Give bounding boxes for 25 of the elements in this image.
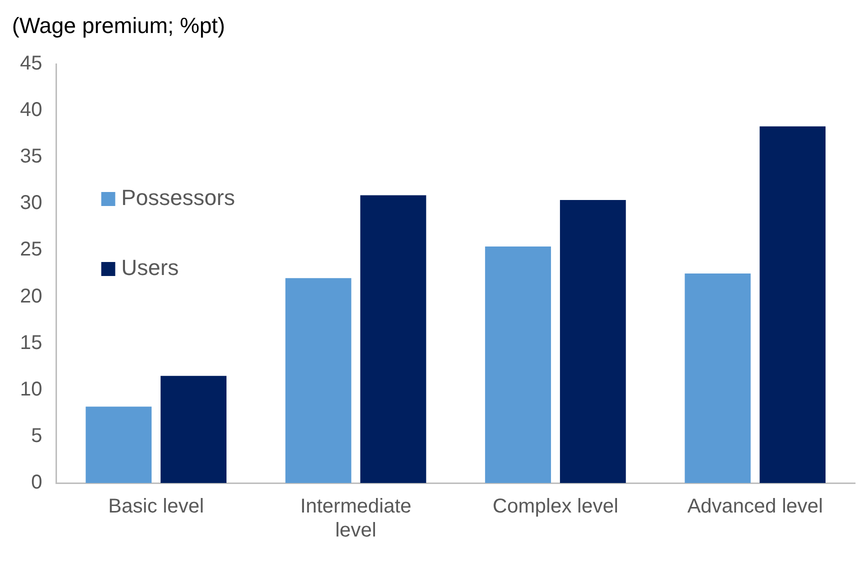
bar xyxy=(285,278,352,483)
bar xyxy=(360,195,426,483)
x-tick-label: Advanced level xyxy=(687,496,823,518)
y-tick-label: 40 xyxy=(20,99,42,122)
y-tick-label: 10 xyxy=(20,378,42,400)
x-tick-label: Basic level xyxy=(108,496,204,518)
y-tick-label: 35 xyxy=(20,146,42,168)
y-tick-label: 5 xyxy=(31,424,42,447)
y-tick-label: 20 xyxy=(20,285,42,308)
legend-label: Possessors xyxy=(121,185,235,210)
bar xyxy=(86,406,152,483)
y-tick-label: 0 xyxy=(31,472,42,494)
y-tick-label: 25 xyxy=(20,238,42,261)
legend-label: Users xyxy=(121,255,179,280)
bar xyxy=(684,274,751,483)
bar xyxy=(160,376,226,483)
bar xyxy=(485,246,551,483)
x-tick-label: Intermediate level xyxy=(300,496,412,542)
y-tick-label: 15 xyxy=(20,332,42,354)
y-tick-label: 30 xyxy=(20,192,42,214)
y-tick-label: 45 xyxy=(20,52,42,75)
x-tick-label: Complex level xyxy=(492,496,618,518)
bar xyxy=(760,126,826,483)
bar xyxy=(560,200,626,483)
y-axis-title: (Wage premium; %pt) xyxy=(12,13,226,38)
